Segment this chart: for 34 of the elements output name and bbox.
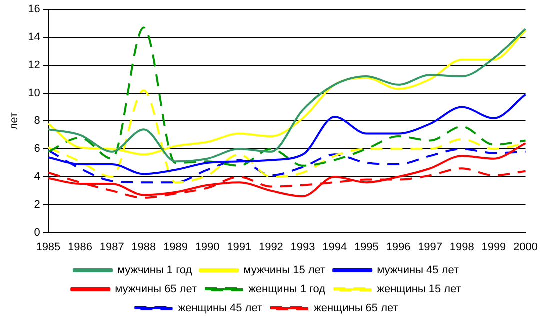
legend-label: мужчины 45 лет [377, 264, 460, 277]
x-tick-label: 1988 [132, 241, 156, 254]
y-axis-title: лет [8, 112, 21, 130]
y-tick-label: 6 [34, 143, 40, 156]
y-tick-label: 16 [28, 4, 40, 16]
x-tick-label: 2000 [514, 241, 538, 254]
x-tick-label: 1996 [386, 241, 411, 254]
x-tick-label: 1985 [36, 241, 61, 254]
legend-label: мужчины 65 лет [115, 284, 198, 296]
legend-label: женщины 65 лет [314, 302, 398, 315]
x-tick-label: 1986 [68, 241, 92, 254]
x-tick-label: 1995 [354, 241, 379, 254]
x-tick-label: 1989 [163, 241, 188, 254]
y-tick-label: 12 [28, 59, 40, 72]
x-tick-label: 1998 [450, 241, 474, 254]
x-tick-label: 1997 [418, 241, 443, 254]
x-tick-label: 1994 [322, 241, 348, 254]
legend-label: мужчины 15 лет [244, 264, 326, 277]
x-tick-label: 1999 [482, 241, 506, 254]
y-tick-label: 0 [34, 226, 40, 239]
legend-label: женщины 45 лет [178, 302, 263, 315]
legend-label: женщины 1 год [248, 284, 326, 296]
x-tick-label: 1993 [290, 241, 316, 254]
legend-label: мужчины 1 год [117, 264, 193, 277]
x-tick-label: 1991 [227, 241, 252, 254]
x-tick-label: 1987 [100, 241, 124, 254]
y-tick-label: 14 [28, 32, 40, 44]
x-tick-label: 1990 [195, 241, 220, 254]
y-tick-label: 2 [34, 198, 40, 211]
y-tick-label: 8 [34, 115, 40, 128]
y-tick-label: 10 [28, 87, 40, 100]
y-tick-label: 4 [34, 171, 40, 184]
x-tick-label: 1992 [258, 241, 284, 254]
legend-label: женщины 15 лет [377, 284, 462, 296]
